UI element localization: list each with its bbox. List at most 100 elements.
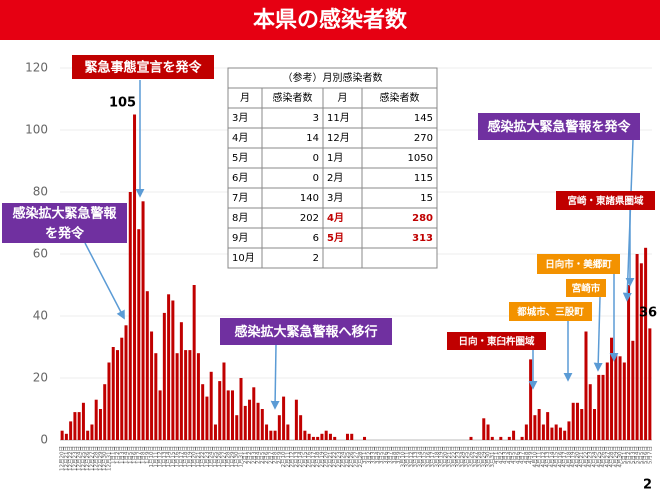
x-tick-label: 4月30日 [617,446,624,468]
x-tick-label: 2月25日 [344,446,351,468]
bar [363,436,367,440]
bar [622,362,626,440]
x-tick-label: 1月12日 [157,446,164,468]
annotation-box [556,191,655,210]
table-cell: 115 [414,173,433,184]
x-tick-label: 2月4日 [255,446,262,464]
x-tick-label: 1月13日 [161,446,168,468]
annotation-box [478,113,640,140]
x-tick-label: 4月1日 [493,446,500,464]
bar [252,387,256,440]
bar [124,325,128,440]
x-tick-label: 1月27日 [220,446,227,468]
x-tick-label: 2月17日 [310,446,317,468]
x-tick-label: 3月15日 [421,446,428,468]
x-tick-label: 4月7日 [519,446,526,464]
x-tick-label: 3月25日 [463,446,470,468]
table-cell: 3月 [327,192,343,204]
x-tick-label: 12月27日 [88,446,95,471]
bar [499,436,503,440]
x-tick-label: 2月6日 [263,446,270,464]
x-tick-label: 12月24日 [76,446,83,471]
bar [273,430,277,440]
x-tick-label: 3月2日 [365,446,372,464]
y-tick-label: 60 [33,247,48,261]
value-label: 36 [639,306,657,321]
bar [588,384,592,440]
x-tick-label: 1月15日 [169,446,176,468]
x-tick-label: 5月7日 [646,446,653,464]
bar [286,424,290,440]
bar [567,421,571,440]
bar [120,337,124,440]
bar [154,353,158,440]
bar [597,374,601,440]
annotation-text: 日向・東臼杵圏域 [458,336,535,348]
x-tick-label: 3月11日 [404,446,411,468]
x-tick-label: 1月30日 [233,446,240,468]
y-tick-label: 40 [33,309,48,323]
bar [601,374,605,440]
bar [324,430,328,440]
bar [239,378,243,440]
x-tick-label: 1月22日 [199,446,206,468]
x-tick-label: 2月11日 [284,446,291,468]
annotation-box [2,203,127,243]
bar [235,415,239,440]
x-tick-label: 4月26日 [600,446,607,468]
annotation-text: 宮崎・東諸県圏域 [567,195,644,207]
bar [520,436,524,440]
x-tick-label: 3月18日 [433,446,440,468]
x-tick-label: 12月30日 [101,446,108,471]
bar [86,430,90,440]
x-tick-label: 3月20日 [442,446,449,468]
x-tick-label: 2月7日 [267,446,274,464]
x-tick-label: 3月23日 [455,446,462,468]
x-tick-label: 2月21日 [327,446,334,468]
x-tick-label: 4月13日 [544,446,551,468]
bar [605,362,609,440]
x-tick-label: 4月6日 [514,446,521,464]
bar [230,390,234,440]
annotation-box [537,254,620,274]
x-tick-label: 1月20日 [191,446,198,468]
x-tick-label: 3月21日 [446,446,453,468]
x-tick-label: 4月15日 [553,446,560,468]
bar [222,362,226,440]
annotation-box [447,332,546,350]
bar [299,415,303,440]
x-tick-label: 2月19日 [318,446,325,468]
x-tick-label: 4月9日 [527,446,534,464]
y-tick-label: 20 [33,371,48,385]
bar [316,436,320,440]
bar [524,424,528,440]
table-cell: 280 [412,213,433,224]
bar [550,427,554,440]
bar [282,396,286,440]
bar [103,384,107,440]
x-tick-label: 2月16日 [306,446,313,468]
annotation-text: 緊急事態宣言を発令 [84,60,202,76]
bar [614,353,618,440]
x-tick-label: 2月20日 [323,446,330,468]
table-cell: 202 [300,213,319,224]
table-cell: 感染者数 [380,91,420,104]
bar [137,229,141,440]
bar [482,418,486,440]
bar [256,402,260,440]
table-cell: 3月 [232,112,248,124]
x-tick-label: 5月1日 [621,446,628,464]
bar [201,384,205,440]
bar [269,430,273,440]
table-cell: 12月 [327,132,350,144]
x-tick-label: 2月12日 [289,446,296,468]
page-number: 2 [643,478,652,493]
table-cell: 2 [313,253,319,264]
x-tick-label: 4月5日 [510,446,517,464]
bar [128,192,132,440]
x-tick-label: 12月23日 [71,446,78,471]
bar [94,399,98,440]
bar [575,402,579,440]
x-tick-label: 4月11日 [536,446,543,468]
x-tick-label: 3月13日 [412,446,419,468]
